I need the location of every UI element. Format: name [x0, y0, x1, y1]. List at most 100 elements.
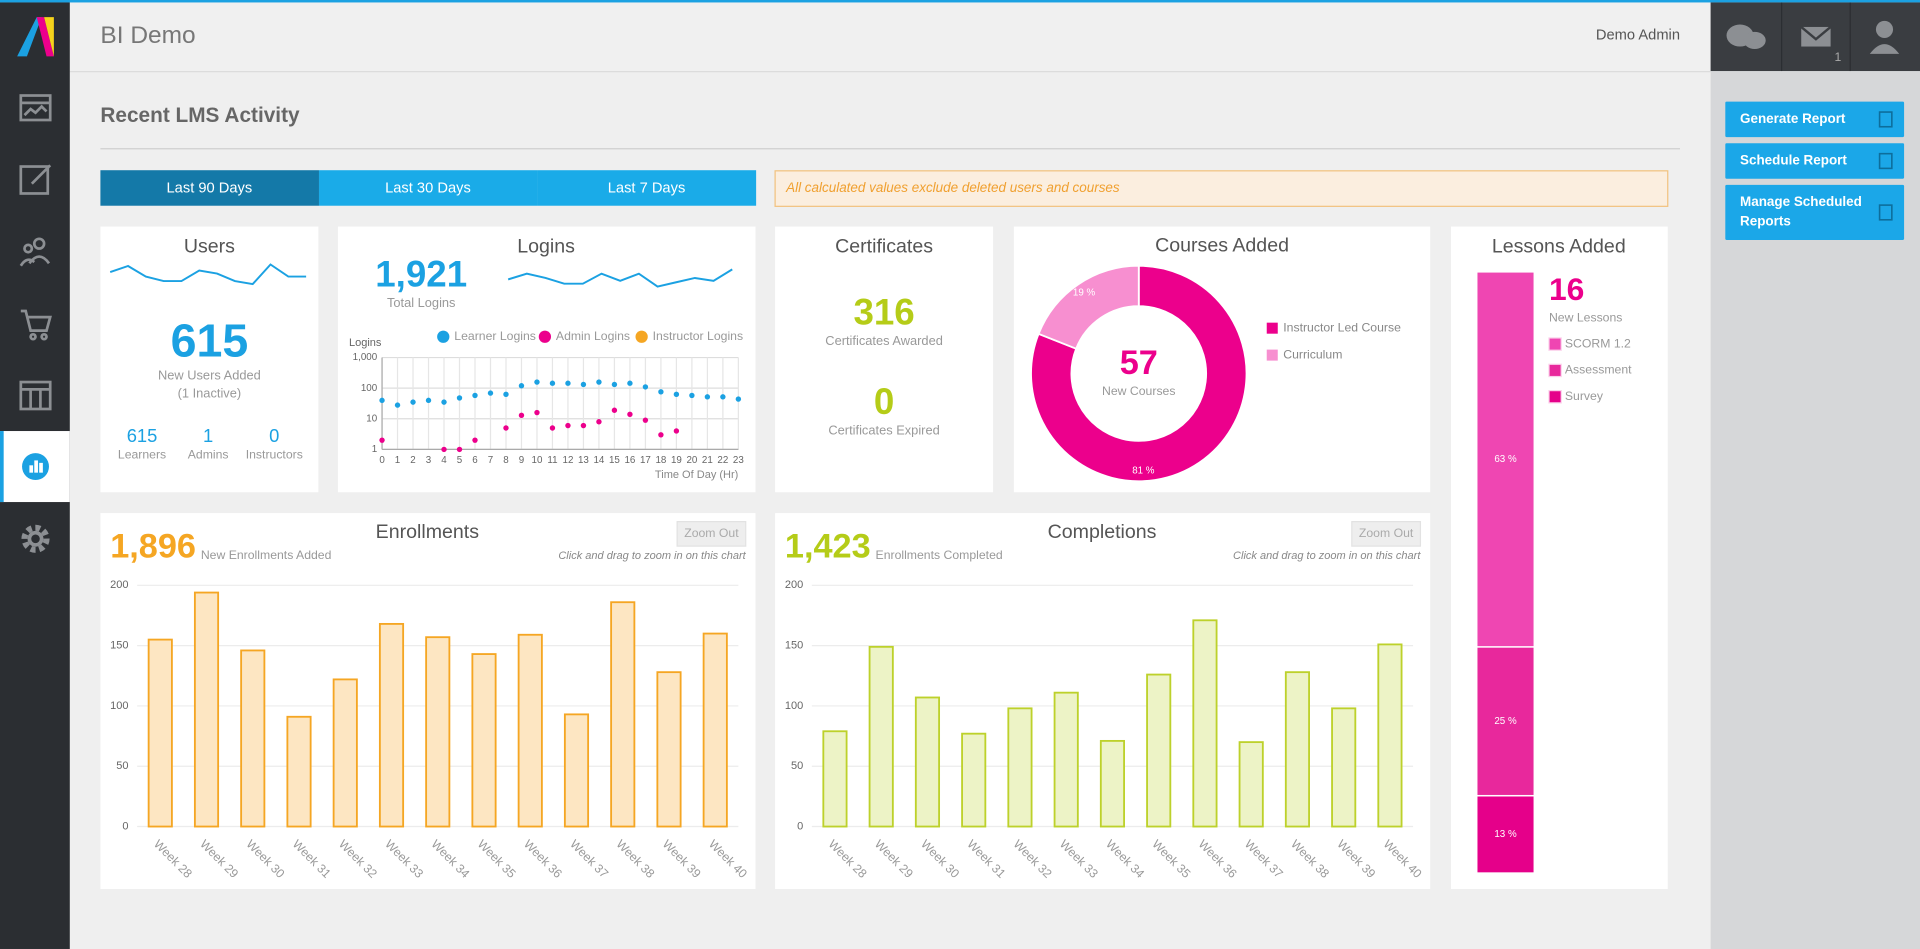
kpi-value: 316 [853, 291, 914, 332]
scatter-point [518, 412, 525, 418]
y-tick-label: 50 [116, 760, 128, 772]
scatter-point [720, 394, 726, 400]
kpi-value: 16 [1549, 271, 1584, 307]
menu-edit[interactable] [19, 164, 52, 195]
scatter-point [642, 417, 649, 423]
y-tick-label: 100 [361, 383, 378, 394]
bar [471, 653, 497, 828]
scatter-point [580, 381, 587, 388]
kpi-value: 1,423 [785, 528, 871, 566]
chart-hint: Click and drag to zoom in on this chart [558, 550, 746, 562]
x-tick-label: 6 [472, 455, 478, 466]
bar [656, 671, 682, 828]
tab[interactable] [537, 170, 757, 206]
slice-label: 19 % [1073, 288, 1096, 299]
y-tick-label: 200 [785, 579, 803, 591]
x-tick-label: 16 [624, 455, 635, 466]
legend-label: Instructor Logins [653, 329, 743, 343]
action-button[interactable] [1725, 184, 1905, 241]
kpi-caption: Total Logins [387, 295, 456, 310]
x-tick-label: 23 [733, 455, 744, 466]
y-tick-label: 150 [785, 640, 803, 652]
kpi-caption: New Lessons [1549, 311, 1622, 325]
tab-label[interactable]: Last 7 Days [608, 180, 686, 196]
y-tick-label: 100 [785, 700, 803, 712]
bar [1377, 643, 1403, 828]
menu-bi[interactable] [22, 453, 49, 481]
stacked-segment [1476, 271, 1536, 648]
bar [1146, 673, 1172, 828]
x-tick-label: 5 [457, 455, 463, 466]
donut-slice [1037, 264, 1140, 350]
scatter-point [673, 391, 680, 398]
panel-title: Certificates [835, 236, 933, 258]
tab[interactable] [100, 170, 319, 206]
menu-active-marker [0, 431, 4, 503]
menu-layout[interactable] [19, 380, 52, 411]
chat-icon[interactable] [1726, 24, 1766, 49]
scatter-point [735, 396, 742, 402]
action-label[interactable]: Manage Scheduled Reports [1740, 194, 1862, 229]
kpi-note: (1 Inactive) [178, 386, 242, 401]
scatter-point [379, 397, 385, 404]
scatter-point [503, 425, 509, 431]
scatter-point [534, 409, 540, 416]
scatter-point [503, 391, 509, 398]
menu-settings[interactable] [21, 524, 50, 553]
scatter-point [611, 407, 618, 413]
notice-box [774, 170, 1669, 207]
bar [1053, 691, 1079, 828]
chart-hint: Click and drag to zoom in on this chart [1233, 550, 1421, 562]
user-name[interactable]: Demo Admin [1596, 27, 1680, 43]
scatter-point [658, 389, 664, 395]
action-label[interactable]: Schedule Report [1740, 153, 1847, 168]
legend-label: Instructor Led Course [1283, 320, 1401, 334]
y-tick-label: 50 [791, 760, 803, 772]
x-tick-label: 20 [686, 455, 697, 466]
tab[interactable] [318, 170, 538, 206]
scatter-point [627, 380, 633, 386]
zoom-label[interactable]: Zoom Out [1359, 526, 1414, 540]
bar [193, 591, 220, 828]
tab-label[interactable]: Last 30 Days [385, 180, 471, 196]
panel-title: Users [184, 236, 235, 258]
mail-icon[interactable] [1800, 26, 1832, 47]
stacked-segment [1476, 794, 1536, 874]
app-title: BI Demo [100, 22, 195, 49]
breakdown-value: 1 [203, 425, 213, 446]
panel-title: Enrollments [376, 521, 480, 543]
page-title: Recent LMS Activity [100, 104, 300, 127]
legend-label: SCORM 1.2 [1565, 336, 1631, 350]
zoom-button[interactable] [676, 521, 747, 547]
menu-reports[interactable] [19, 94, 52, 122]
scatter-point [704, 394, 711, 400]
scatter-point [565, 422, 571, 429]
scatter-point [596, 419, 602, 425]
sparkline [109, 263, 307, 286]
zoom-label[interactable]: Zoom Out [684, 526, 739, 540]
bar [1099, 739, 1126, 828]
x-tick-label: 22 [717, 455, 728, 466]
y-tick-label: 0 [122, 820, 128, 832]
zoom-button[interactable] [1351, 521, 1422, 547]
scatter-point [534, 379, 540, 385]
menu-catalog[interactable] [20, 309, 52, 341]
y-tick-label: 1,000 [353, 352, 378, 363]
bar [1007, 707, 1033, 828]
kpi-caption: Enrollments Completed [876, 548, 1003, 562]
x-tick-label: 14 [593, 455, 604, 466]
x-tick-label: 17 [640, 455, 651, 466]
menu-users[interactable] [19, 237, 51, 267]
breakdown-label: Admins [188, 448, 229, 462]
action-button[interactable] [1725, 101, 1905, 138]
y-tick-label: 0 [797, 820, 803, 832]
action-label[interactable]: Generate Report [1740, 111, 1846, 126]
bar [286, 715, 312, 828]
action-button[interactable] [1725, 143, 1905, 179]
scatter-point [425, 397, 432, 404]
header [69, 2, 1711, 72]
bar [610, 601, 636, 828]
tab-label[interactable]: Last 90 Days [167, 180, 253, 196]
profile-icon[interactable] [1869, 20, 1900, 54]
bar [1238, 741, 1264, 828]
